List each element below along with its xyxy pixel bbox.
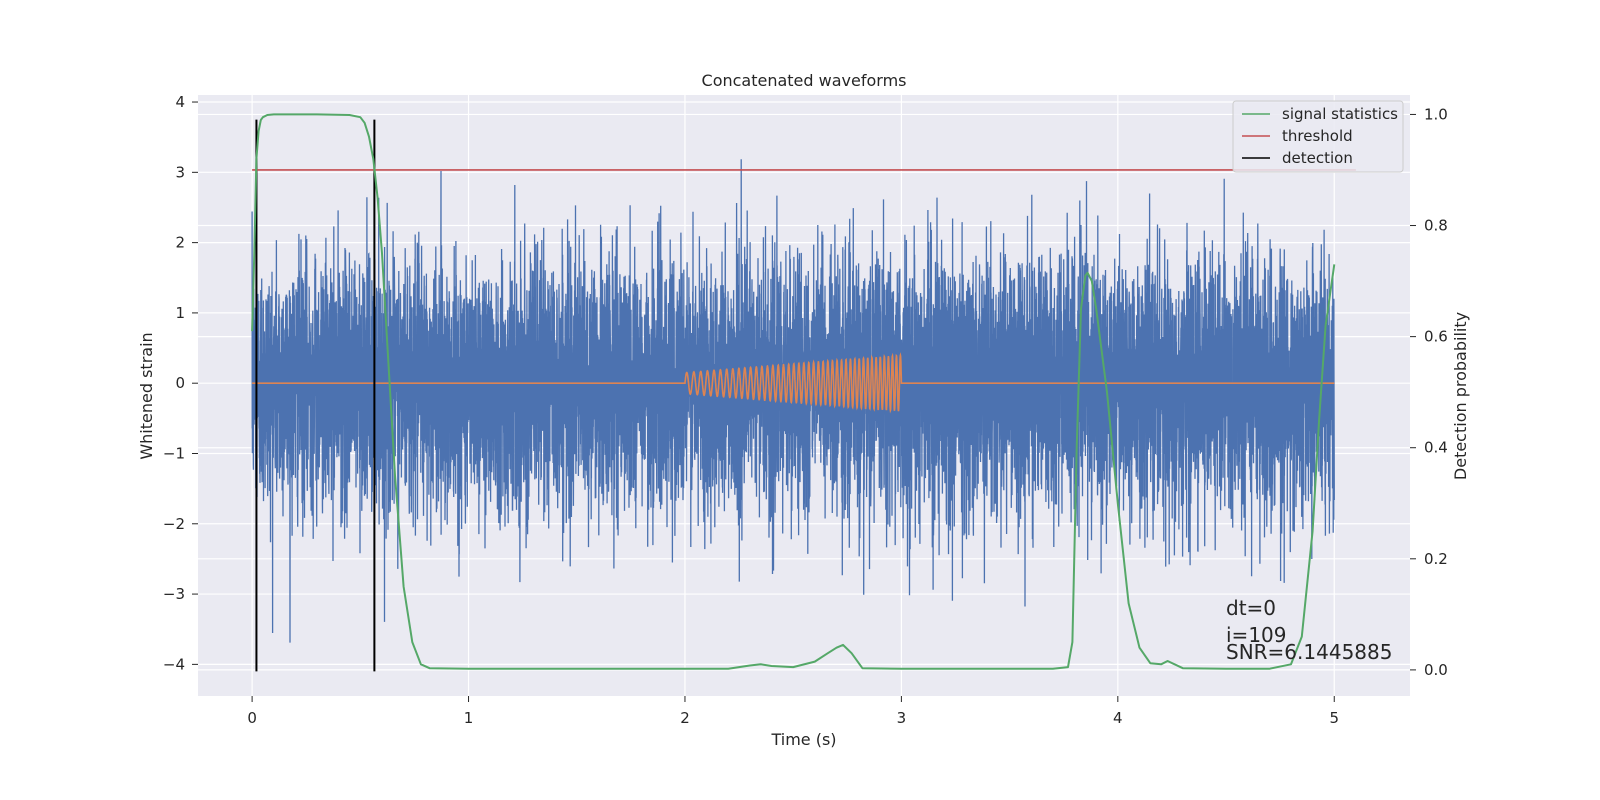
legend-label-threshold: threshold [1282, 127, 1353, 145]
y2-tick-label: 0.8 [1424, 217, 1448, 235]
y-tick-label: 2 [175, 234, 185, 252]
x-tick-label: 1 [464, 709, 474, 727]
x-tick-label: 0 [247, 709, 257, 727]
chart-title: Concatenated waveforms [702, 71, 907, 90]
legend-label-detection: detection [1282, 149, 1353, 167]
annotation-block: dt=0 i=109 SNR=6.1445885 [1226, 596, 1392, 664]
y-tick-label: −1 [163, 444, 185, 462]
y-tick-label: 1 [175, 304, 185, 322]
series-whitened-strain [251, 159, 1335, 643]
legend-label-signal-statistics: signal statistics [1282, 105, 1398, 123]
legend-box [1232, 100, 1404, 173]
y-tick-label: −2 [163, 515, 185, 533]
y-tick-label: −4 [163, 655, 185, 673]
y-tick-label: −3 [163, 585, 185, 603]
axes-ticks: 0 1 2 3 4 5 −4 −3 −2 −1 0 1 2 3 4 0.0 0.2 0.4 0.6 0.8 1.0 [163, 93, 1448, 727]
x-tick-label: 3 [897, 709, 907, 727]
annotation-index: i=109 [1226, 623, 1287, 647]
y-axis-label: Whitened strain [137, 332, 156, 459]
x-tick-label: 2 [680, 709, 690, 727]
y-tick-label: 4 [175, 93, 185, 111]
plot-area [251, 113, 1356, 672]
y-tick-label: 0 [175, 374, 185, 392]
x-tick-label: 4 [1113, 709, 1123, 727]
annotation-dt: dt=0 [1226, 596, 1276, 620]
y-tick-label: 3 [175, 163, 185, 181]
annotation-snr: SNR=6.1445885 [1226, 640, 1392, 664]
y2-tick-label: 0.4 [1424, 439, 1448, 457]
y2-tick-label: 0.2 [1424, 550, 1448, 568]
series-signal-statistics [251, 113, 1336, 670]
x-axis-label: Time (s) [770, 730, 836, 749]
y2-axis-label: Detection probability [1451, 312, 1470, 480]
y2-tick-label: 1.0 [1424, 105, 1448, 123]
series-injected-signal [252, 352, 1335, 414]
y2-tick-label: 0.0 [1424, 661, 1448, 679]
legend: signal statistics threshold detection [1232, 100, 1404, 173]
y2-tick-label: 0.6 [1424, 328, 1448, 346]
x-tick-label: 5 [1329, 709, 1339, 727]
